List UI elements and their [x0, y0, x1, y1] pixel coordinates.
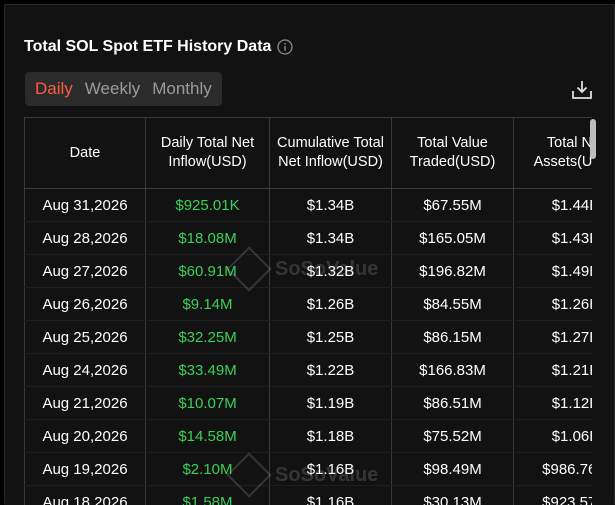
table-row: Aug 26,2026 $9.14M $1.26B $84.55M $1.26B — [25, 288, 593, 321]
table-row: Aug 19,2026 $2.10M $1.16B $98.49M $986.7… — [25, 453, 593, 486]
cell-value-traded: $196.82M — [392, 255, 514, 288]
table-row: Aug 25,2026 $32.25M $1.25B $86.15M $1.27… — [25, 321, 593, 354]
tab-daily[interactable]: Daily — [29, 72, 79, 106]
scrollbar-thumb[interactable] — [590, 119, 596, 159]
table-row: Aug 28,2026 $18.08M $1.34B $165.05M $1.4… — [25, 222, 593, 255]
cell-date: Aug 24,2026 — [25, 354, 146, 387]
cell-net-assets: $1.12B — [514, 387, 593, 420]
cell-daily-inflow: $14.58M — [146, 420, 270, 453]
cell-value-traded: $98.49M — [392, 453, 514, 486]
info-circle-icon[interactable] — [277, 39, 293, 55]
cell-cumulative-inflow: $1.16B — [270, 453, 392, 486]
cell-cumulative-inflow: $1.22B — [270, 354, 392, 387]
cell-date: Aug 27,2026 — [25, 255, 146, 288]
column-header-date: Date — [25, 118, 146, 189]
cell-net-assets: $1.43B — [514, 222, 593, 255]
cell-cumulative-inflow: $1.16B — [270, 486, 392, 505]
cell-date: Aug 21,2026 — [25, 387, 146, 420]
cell-net-assets: $1.27B — [514, 321, 593, 354]
column-header-net-assets: Total Net Assets(USD) — [514, 118, 593, 189]
cell-cumulative-inflow: $1.19B — [270, 387, 392, 420]
cell-value-traded: $86.51M — [392, 387, 514, 420]
cell-net-assets: $1.49B — [514, 255, 593, 288]
table-header-row: Date Daily Total Net Inflow(USD) Cumulat… — [25, 118, 593, 189]
cell-date: Aug 31,2026 — [25, 189, 146, 222]
cell-cumulative-inflow: $1.18B — [270, 420, 392, 453]
cell-date: Aug 28,2026 — [25, 222, 146, 255]
cell-daily-inflow: $33.49M — [146, 354, 270, 387]
cell-date: Aug 19,2026 — [25, 453, 146, 486]
cell-net-assets: $1.44B — [514, 189, 593, 222]
period-tabs: Daily Weekly Monthly — [25, 72, 222, 106]
etf-history-panel: Total SOL Spot ETF History Data Daily We… — [4, 4, 615, 505]
cell-daily-inflow: $9.14M — [146, 288, 270, 321]
cell-cumulative-inflow: $1.34B — [270, 222, 392, 255]
tab-weekly[interactable]: Weekly — [79, 72, 146, 106]
cell-net-assets: $1.21B — [514, 354, 593, 387]
column-header-value-traded: Total Value Traded(USD) — [392, 118, 514, 189]
column-header-daily-inflow: Daily Total Net Inflow(USD) — [146, 118, 270, 189]
cell-net-assets: $1.26B — [514, 288, 593, 321]
table-row: Aug 24,2026 $33.49M $1.22B $166.83M $1.2… — [25, 354, 593, 387]
cell-cumulative-inflow: $1.26B — [270, 288, 392, 321]
cell-daily-inflow: $10.07M — [146, 387, 270, 420]
cell-value-traded: $165.05M — [392, 222, 514, 255]
cell-value-traded: $30.13M — [392, 486, 514, 505]
page-title: Total SOL Spot ETF History Data — [24, 38, 271, 56]
download-icon[interactable] — [571, 79, 593, 101]
cell-date: Aug 25,2026 — [25, 321, 146, 354]
table-scrollbar[interactable] — [590, 117, 597, 505]
tab-monthly[interactable]: Monthly — [146, 72, 218, 106]
history-table: Date Daily Total Net Inflow(USD) Cumulat… — [24, 117, 592, 505]
cell-net-assets: $923.57M — [514, 486, 593, 505]
cell-daily-inflow: $2.10M — [146, 453, 270, 486]
cell-net-assets: $1.06B — [514, 420, 593, 453]
cell-daily-inflow: $925.01K — [146, 189, 270, 222]
cell-daily-inflow: $1.58M — [146, 486, 270, 505]
cell-value-traded: $166.83M — [392, 354, 514, 387]
cell-value-traded: $67.55M — [392, 189, 514, 222]
cell-cumulative-inflow: $1.32B — [270, 255, 392, 288]
cell-cumulative-inflow: $1.34B — [270, 189, 392, 222]
cell-value-traded: $75.52M — [392, 420, 514, 453]
table-row: Aug 31,2026 $925.01K $1.34B $67.55M $1.4… — [25, 189, 593, 222]
cell-value-traded: $86.15M — [392, 321, 514, 354]
cell-daily-inflow: $32.25M — [146, 321, 270, 354]
table-row: Aug 27,2026 $60.91M $1.32B $196.82M $1.4… — [25, 255, 593, 288]
cell-date: Aug 20,2026 — [25, 420, 146, 453]
column-header-cumulative-inflow: Cumulative Total Net Inflow(USD) — [270, 118, 392, 189]
cell-net-assets: $986.76M — [514, 453, 593, 486]
cell-daily-inflow: $60.91M — [146, 255, 270, 288]
title-row: Total SOL Spot ETF History Data — [24, 36, 293, 58]
cell-value-traded: $84.55M — [392, 288, 514, 321]
cell-date: Aug 18,2026 — [25, 486, 146, 505]
cell-daily-inflow: $18.08M — [146, 222, 270, 255]
table-row: Aug 20,2026 $14.58M $1.18B $75.52M $1.06… — [25, 420, 593, 453]
table-row: Aug 21,2026 $10.07M $1.19B $86.51M $1.12… — [25, 387, 593, 420]
table-row: Aug 18,2026 $1.58M $1.16B $30.13M $923.5… — [25, 486, 593, 505]
history-table-container[interactable]: Date Daily Total Net Inflow(USD) Cumulat… — [24, 117, 592, 505]
cell-date: Aug 26,2026 — [25, 288, 146, 321]
cell-cumulative-inflow: $1.25B — [270, 321, 392, 354]
